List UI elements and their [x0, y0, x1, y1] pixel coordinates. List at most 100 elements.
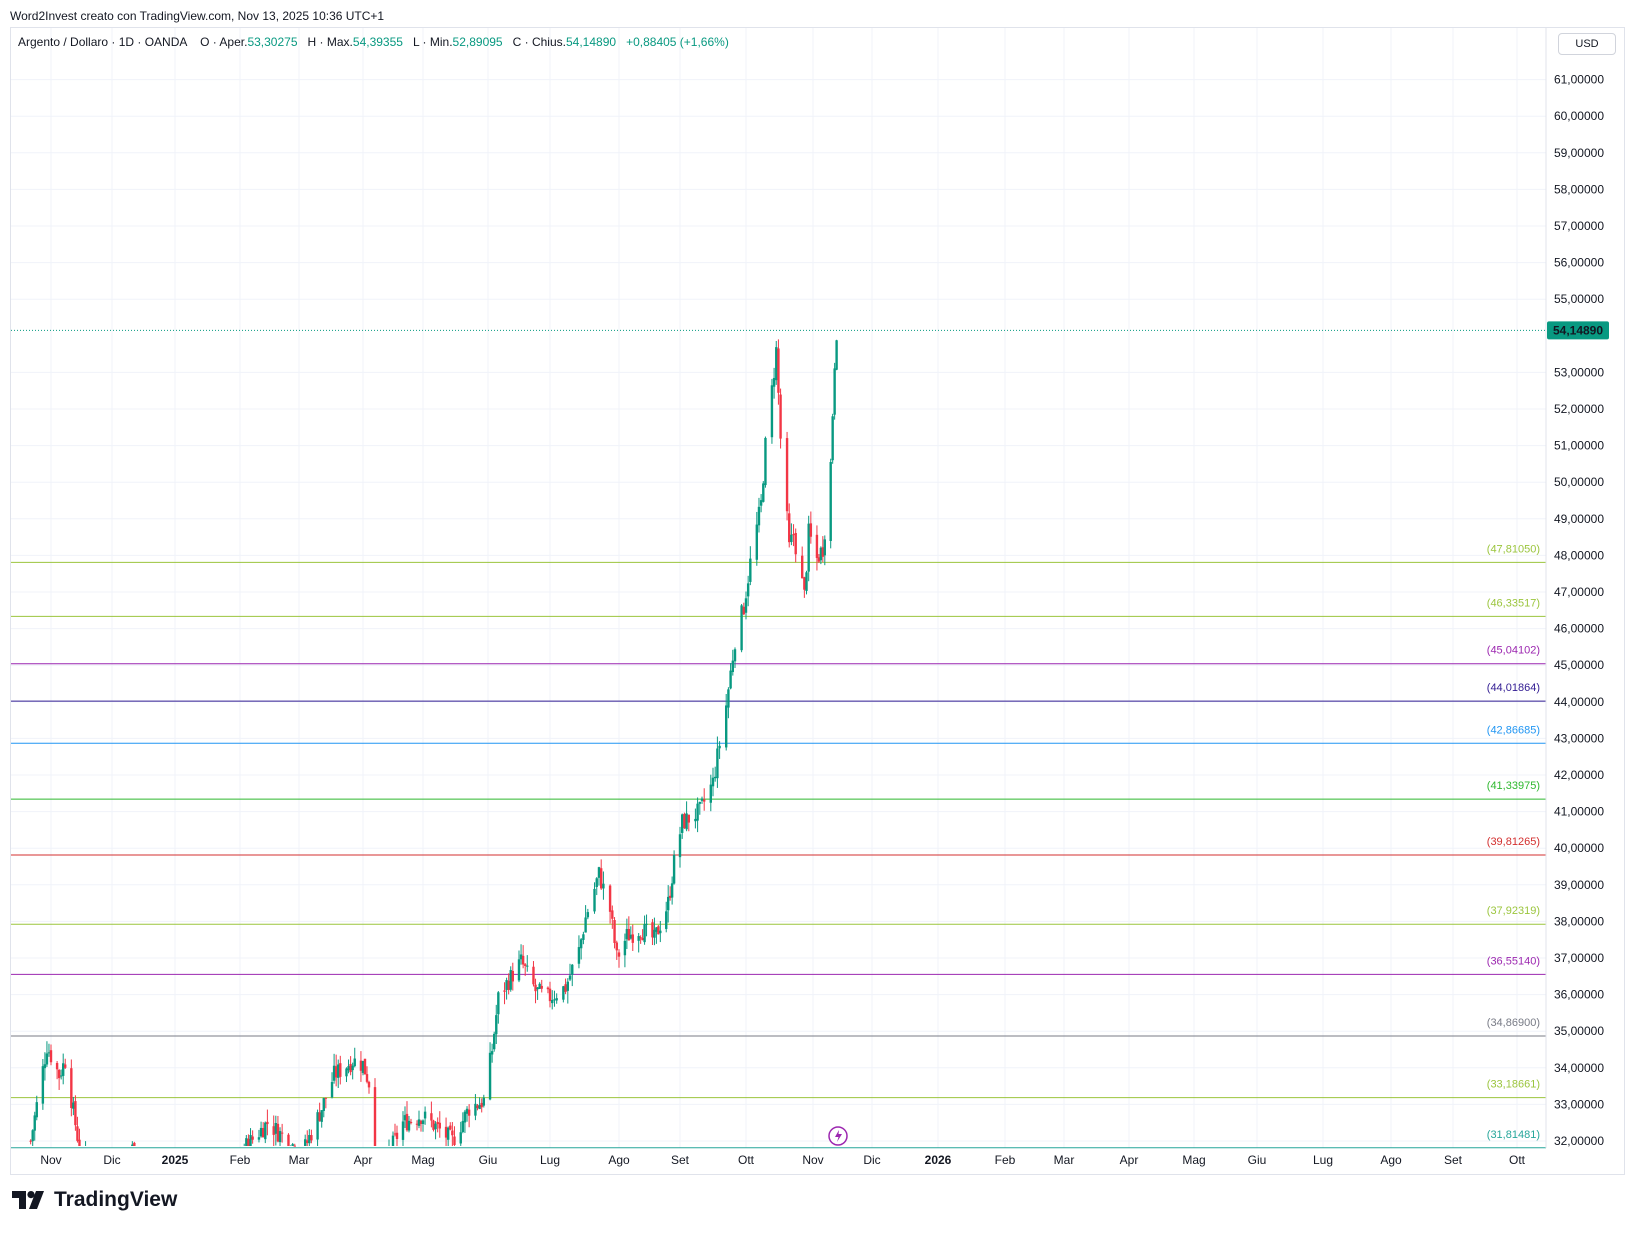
candle-body	[320, 1110, 323, 1122]
low-label: L · Min.	[412, 35, 453, 49]
change-value: +0,88405 (+1,66%)	[626, 35, 729, 49]
candle-body	[361, 1061, 365, 1073]
candle-body	[655, 927, 658, 932]
candle-body	[495, 1015, 498, 1035]
candle-body	[316, 1112, 319, 1140]
candle-body	[653, 929, 656, 938]
x-tick-label: Nov	[802, 1153, 823, 1167]
candle-body	[287, 1134, 290, 1146]
candle-body	[526, 965, 529, 967]
x-tick-label: 2025	[162, 1153, 189, 1167]
candle-body	[391, 1135, 395, 1146]
candle-body	[564, 984, 567, 992]
candle-body	[480, 1102, 483, 1108]
candle-body	[584, 917, 587, 933]
candle-body	[657, 926, 660, 935]
candle-body	[709, 784, 712, 803]
x-tick-label: Giu	[479, 1153, 498, 1167]
candle-body	[742, 606, 745, 615]
candle-body	[403, 1115, 407, 1121]
candle-body	[330, 1082, 334, 1098]
candle-body	[651, 922, 654, 938]
candle-body	[703, 799, 706, 802]
tradingview-logo[interactable]: TradingView	[12, 1188, 177, 1212]
candle-body	[807, 523, 810, 572]
x-tick-label: Feb	[230, 1153, 251, 1167]
candle-body	[249, 1135, 252, 1146]
candle-body	[599, 868, 603, 889]
y-tick-label: 37,00000	[1554, 951, 1604, 965]
candle-body	[775, 347, 778, 381]
candle-body	[716, 748, 719, 779]
candle-body	[345, 1068, 348, 1077]
candle-body	[339, 1063, 342, 1077]
candle-body	[41, 1066, 45, 1104]
candle-body	[746, 583, 750, 597]
candle-body	[835, 340, 838, 370]
candle-body	[831, 416, 834, 461]
x-tick-label: Dic	[863, 1153, 880, 1167]
candle-body	[792, 534, 795, 536]
candle-body	[586, 912, 590, 918]
candle-body	[779, 394, 782, 439]
candle-body	[55, 1062, 59, 1070]
candle-body	[817, 557, 821, 562]
level-label: (31,81481)	[1487, 1129, 1540, 1141]
close-label: C · Chius.	[512, 35, 566, 49]
candle-body	[617, 952, 621, 957]
level-label: (41,33975)	[1487, 780, 1540, 792]
candle-body	[777, 348, 780, 393]
events-marker-icon[interactable]	[828, 1126, 848, 1146]
y-tick-label: 43,00000	[1554, 731, 1604, 745]
candle-body	[72, 1102, 75, 1109]
candle-body	[577, 947, 581, 964]
x-tick-label: Apr	[1120, 1153, 1139, 1167]
candle-body	[823, 539, 826, 556]
level-label: (39,81265)	[1487, 836, 1540, 848]
candle-body	[393, 1133, 397, 1135]
candle-body	[623, 940, 627, 956]
close-value: 54,14890	[565, 35, 617, 49]
x-tick-label: Ott	[1509, 1153, 1526, 1167]
candle-body	[451, 1130, 454, 1136]
candle-body	[247, 1138, 250, 1146]
candle-body	[611, 910, 614, 919]
candle-body	[625, 928, 629, 940]
level-label: (37,92319)	[1487, 905, 1540, 917]
candle-body	[711, 777, 715, 787]
open-label: O · Aper.	[200, 35, 248, 49]
candle-body	[637, 936, 640, 941]
candle-body	[790, 534, 793, 542]
candle-body	[436, 1121, 439, 1124]
candle-body	[461, 1120, 465, 1133]
x-tick-label: Nov	[40, 1153, 61, 1167]
candle-body	[511, 970, 514, 982]
currency-button[interactable]: USD	[1558, 33, 1616, 55]
candle-body	[337, 1064, 340, 1078]
symbol-name[interactable]: Argento / Dollaro · 1D · OANDA	[18, 35, 187, 49]
candle-body	[407, 1120, 411, 1131]
symbol-legend[interactable]: Argento / Dollaro · 1D · OANDA O · Aper.…	[18, 35, 729, 49]
y-tick-label: 48,00000	[1554, 548, 1604, 562]
candle-body	[509, 970, 512, 990]
candle-body	[463, 1111, 467, 1123]
x-tick-label: Mag	[411, 1153, 434, 1167]
x-tick-label: Ott	[738, 1153, 755, 1167]
candle-body	[546, 987, 550, 990]
candle-body	[764, 437, 767, 486]
y-tick-label: 59,00000	[1554, 146, 1604, 160]
open-value: 53,30275	[247, 35, 298, 49]
candle-body	[334, 1066, 338, 1078]
candle-body	[264, 1122, 267, 1140]
candle-body	[291, 1144, 294, 1146]
candle-body	[553, 999, 556, 1001]
candle-body	[555, 998, 558, 1001]
candle-body	[490, 1051, 494, 1055]
candle-body	[131, 1144, 134, 1146]
candle-body	[434, 1123, 437, 1130]
x-tick-label: Ago	[1380, 1153, 1402, 1167]
x-tick-label: Ago	[608, 1153, 630, 1167]
candle-body	[308, 1135, 311, 1144]
candle-body	[772, 377, 776, 387]
